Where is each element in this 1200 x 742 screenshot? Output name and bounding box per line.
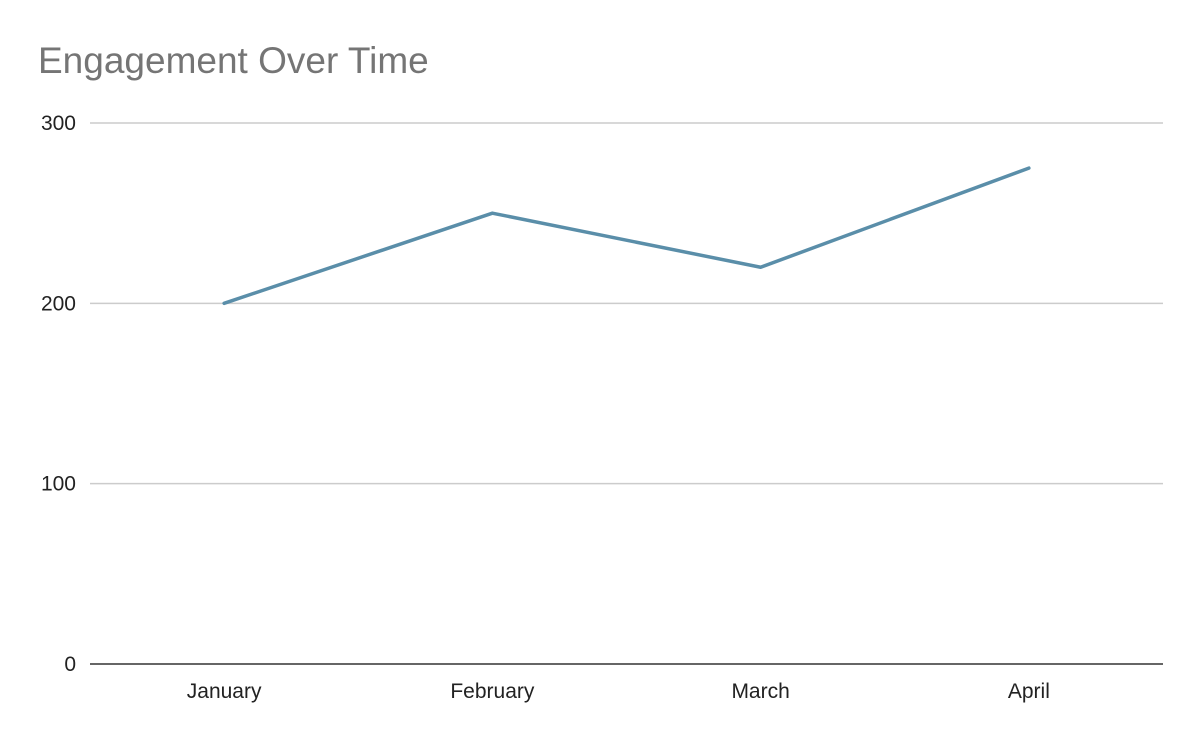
chart-title: Engagement Over Time [38,40,429,81]
x-tick-label: January [187,680,262,703]
x-tick-label: February [450,680,535,703]
series-line [222,166,1031,306]
series-lines [222,166,1031,306]
y-tick-label: 300 [41,112,76,135]
x-tick-label: March [731,680,789,703]
y-gridlines [90,122,1163,665]
y-tick-label: 0 [64,653,76,676]
x-tick-labels: January February March April [187,680,1050,703]
y-tick-label: 100 [41,473,76,496]
y-tick-labels: 0 100 200 300 [41,112,76,676]
y-tick-label: 200 [41,292,76,315]
x-tick-label: April [1008,680,1050,703]
